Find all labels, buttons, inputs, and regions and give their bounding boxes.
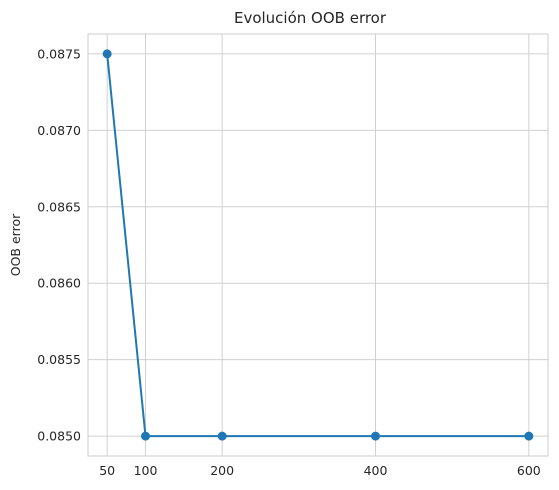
- x-tick-label: 200: [210, 463, 234, 478]
- x-tick-label: 50: [99, 463, 115, 478]
- x-tick-label: 100: [134, 463, 158, 478]
- series-layer: [102, 49, 534, 441]
- grid-lines: [88, 34, 548, 456]
- tick-labels: 50 100 200 400 600 0.0850 0.0855 0.0860 0.0865 0.…: [37, 46, 541, 478]
- series-line: [106, 53, 529, 438]
- data-point: [524, 431, 534, 441]
- y-tick-label: 0.0850: [37, 429, 81, 444]
- y-tick-label: 0.0865: [37, 199, 81, 214]
- y-tick-label: 0.0855: [37, 352, 81, 367]
- x-tick-label: 600: [517, 463, 541, 478]
- data-point: [102, 49, 112, 59]
- data-point: [141, 431, 150, 441]
- y-tick-label: 0.0860: [37, 276, 81, 291]
- y-tick-label: 0.0870: [37, 123, 81, 138]
- data-point: [217, 431, 227, 441]
- plot-area-frame: [87, 33, 549, 457]
- y-tick-label: 0.0875: [37, 46, 81, 61]
- data-point: [371, 431, 380, 441]
- x-tick-label: 400: [364, 463, 388, 478]
- y-axis-label: OOB error: [8, 213, 23, 276]
- chart-title: Evolución OOB error: [234, 9, 387, 27]
